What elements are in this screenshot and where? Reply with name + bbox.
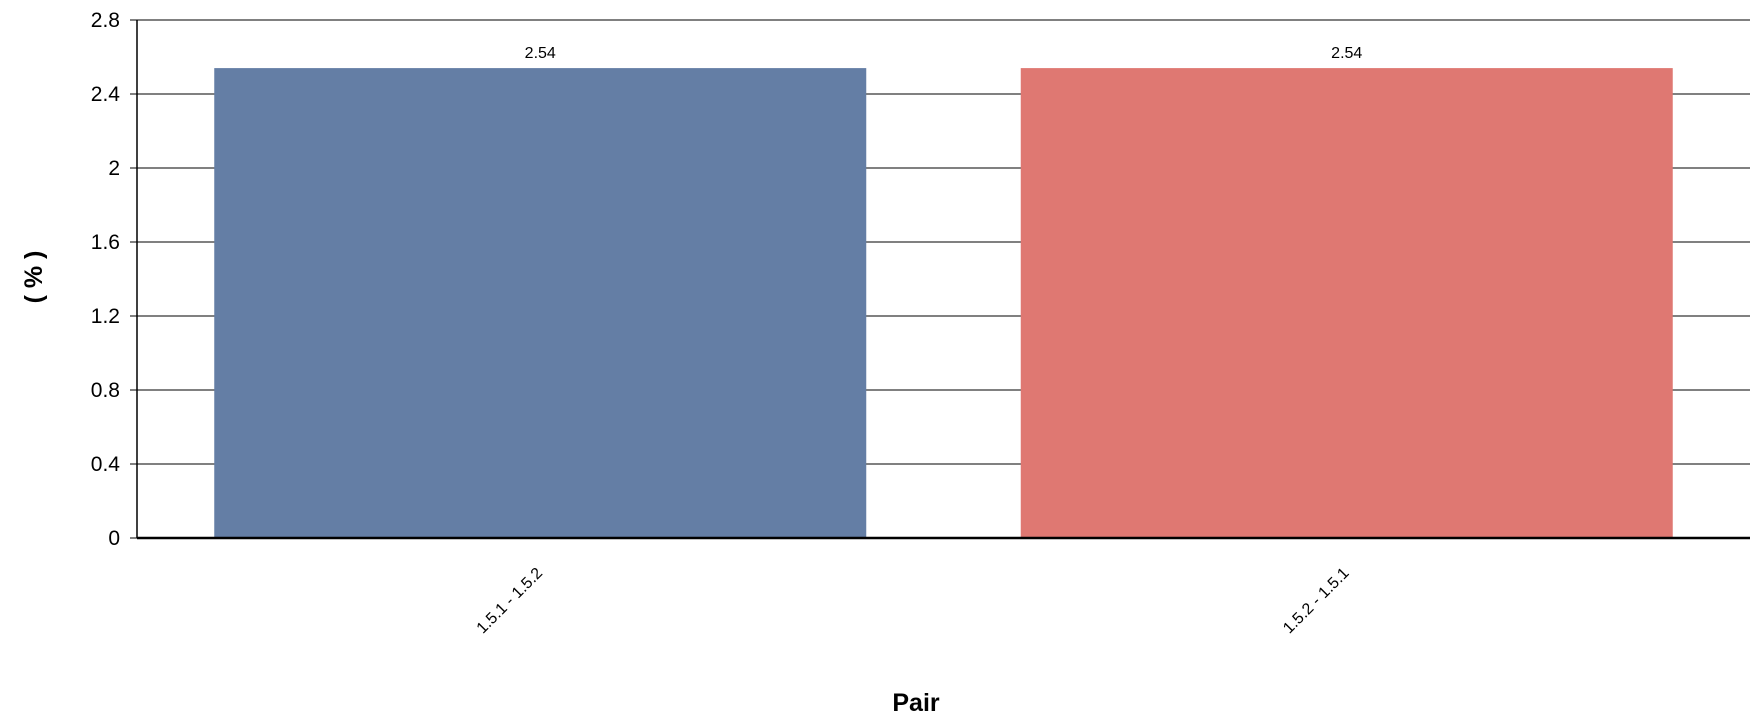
axes [130, 19, 1750, 540]
data-label: 2.54 [525, 45, 556, 62]
x-axis-title: Pair [892, 689, 940, 717]
y-tick-label: 2.4 [91, 83, 121, 106]
bar [1020, 68, 1673, 538]
y-axis-title: ( % ) [20, 251, 48, 304]
data-label: 2.54 [1331, 45, 1362, 62]
y-tick-label: 0.4 [91, 453, 121, 476]
x-tick-label: 1.5.1 - 1.5.2 [474, 565, 546, 637]
y-tick-label: 2.8 [91, 9, 120, 32]
y-tick-label: 1.6 [91, 231, 120, 254]
y-tick-label: 0 [108, 527, 120, 550]
x-tick-label: 1.5.2 - 1.5.1 [1280, 565, 1352, 637]
y-tick-label: 2 [108, 157, 120, 180]
y-tick-label: 0.8 [91, 379, 120, 402]
bars [214, 68, 1673, 538]
y-tick-label: 1.2 [91, 305, 120, 328]
bar [214, 68, 867, 538]
